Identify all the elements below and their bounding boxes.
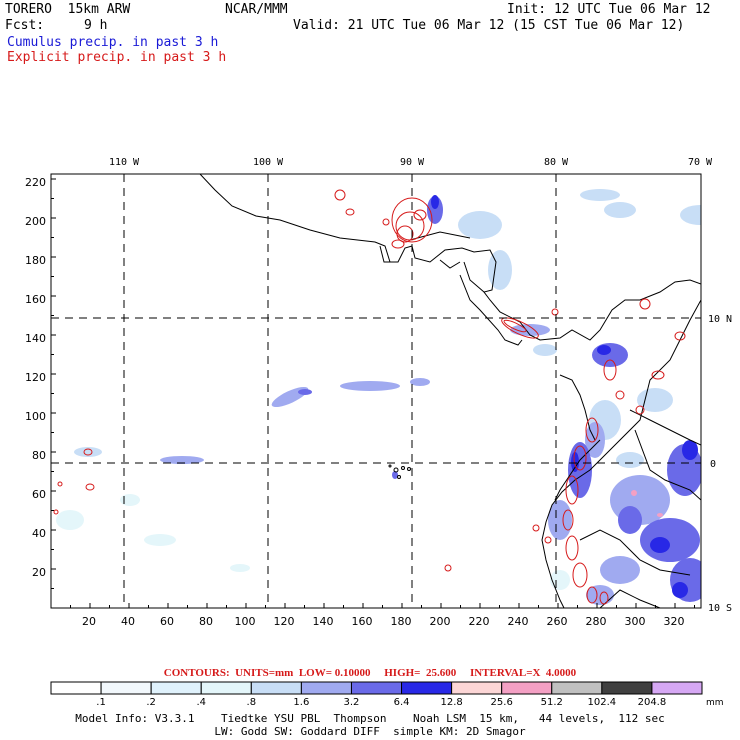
x-tick-label: 140 — [313, 615, 334, 628]
lon-label: 90 W — [400, 157, 425, 168]
y-tick-label: 60 — [32, 488, 46, 501]
colorbar-swatch — [601, 681, 653, 695]
colorbar-swatch — [50, 681, 102, 695]
x-tick-label: 280 — [586, 615, 607, 628]
x-tick-label: 160 — [352, 615, 373, 628]
x-tick-label: 200 — [430, 615, 451, 628]
lon-label: 110 W — [109, 157, 140, 168]
x-tick-label: 120 — [274, 615, 295, 628]
colorbar-swatch — [451, 681, 503, 695]
colorbar-label: 1.6 — [293, 697, 309, 708]
graticule — [51, 174, 701, 608]
colorbar-swatch — [551, 681, 603, 695]
y-tick-label: 220 — [25, 176, 46, 189]
colorbar-labels: .1 .2 .4 .8 1.6 3.2 6.4 12.8 25.6 51.2 102.4 204.8 — [96, 697, 666, 708]
x-tick-label: 260 — [547, 615, 568, 628]
lon-label: 100 W — [253, 157, 284, 168]
x-tick-label: 240 — [508, 615, 529, 628]
y-tick-label: 120 — [25, 371, 46, 384]
contour-info: CONTOURS: UNITS=mm LOW= 0.10000 HIGH= 25… — [163, 667, 577, 679]
model-title: TORERO 15km ARW — [5, 2, 131, 17]
colorbar-swatch — [651, 681, 703, 695]
colorbar-label: 51.2 — [541, 697, 563, 708]
y-tick-label: 100 — [25, 410, 46, 423]
lat-label: 0 — [710, 459, 716, 470]
colorbar-swatch — [350, 681, 403, 695]
forecast-label: Fcst: — [5, 18, 45, 33]
colorbar-label: 3.2 — [344, 697, 360, 708]
coastlines — [199, 174, 701, 608]
y-axis-ticks — [51, 178, 56, 609]
y-axis-labels: 20 40 60 80 100 120 140 160 180 200 220 — [25, 176, 46, 579]
colorbar-label: .1 — [96, 697, 106, 708]
y-tick-label: 40 — [32, 527, 46, 540]
explicit-precip-contours — [53, 189, 686, 605]
y-tick-label: 160 — [25, 293, 46, 306]
lon-label: 70 W — [688, 157, 713, 168]
colorbar-swatch — [501, 681, 553, 695]
colorbar-label: 204.8 — [638, 697, 667, 708]
x-tick-label: 100 — [235, 615, 256, 628]
colorbar-swatch — [200, 681, 252, 695]
colorbar-label: .4 — [196, 697, 206, 708]
colorbar-swatch — [150, 681, 202, 695]
latitude-labels: 10 N 0 10 S — [708, 314, 732, 614]
map-frame — [50, 173, 702, 609]
colorbar-swatch — [300, 681, 352, 695]
colorbar-label: .2 — [146, 697, 156, 708]
y-tick-label: 80 — [32, 449, 46, 462]
y-tick-label: 200 — [25, 215, 46, 228]
lon-label: 80 W — [544, 157, 569, 168]
colorbar-swatch — [401, 681, 453, 695]
x-tick-label: 80 — [199, 615, 213, 628]
colorbar-swatch — [100, 681, 152, 695]
x-tick-label: 40 — [121, 615, 135, 628]
colorbar-label: 6.4 — [394, 697, 410, 708]
y-tick-label: 180 — [25, 254, 46, 267]
org-label: NCAR/MMM — [225, 2, 288, 17]
x-tick-label: 320 — [664, 615, 685, 628]
lat-label: 10 N — [708, 314, 732, 325]
colorbar-label: .8 — [247, 697, 257, 708]
x-axis-labels: 20 40 60 80 100 120 140 160 180 200 220 … — [82, 615, 685, 628]
x-tick-label: 20 — [82, 615, 96, 628]
colorbar — [50, 681, 703, 695]
colorbar-unit: mm — [706, 698, 724, 708]
colorbar-label: 25.6 — [491, 697, 513, 708]
precip-field — [51, 174, 701, 608]
init-time: Init: 12 UTC Tue 06 Mar 12 — [507, 2, 711, 17]
forecast-hour: 9 h — [84, 18, 108, 33]
colorbar-label: 102.4 — [588, 697, 617, 708]
x-axis-ticks — [50, 603, 695, 608]
y-tick-label: 140 — [25, 332, 46, 345]
colorbar-label: 12.8 — [440, 697, 462, 708]
lat-label: 10 S — [708, 603, 732, 614]
longitude-labels: 110 W 100 W 90 W 80 W 70 W — [109, 157, 713, 168]
model-physics: LW: Godd SW: Goddard DIFF simple KM: 2D … — [214, 725, 526, 738]
x-tick-label: 300 — [625, 615, 646, 628]
y-tick-label: 20 — [32, 566, 46, 579]
explicit-legend: Explicit precip. in past 3 h — [7, 50, 227, 65]
valid-time: Valid: 21 UTC Tue 06 Mar 12 (15 CST Tue … — [293, 18, 685, 33]
cumulus-legend: Cumulus precip. in past 3 h — [7, 35, 219, 50]
x-tick-label: 60 — [160, 615, 174, 628]
x-tick-label: 220 — [469, 615, 490, 628]
model-info: Model Info: V3.3.1 Tiedtke YSU PBL Thomp… — [75, 712, 665, 725]
cumulus-precip-areas — [56, 189, 701, 605]
colorbar-swatch — [250, 681, 302, 695]
x-tick-label: 180 — [391, 615, 412, 628]
